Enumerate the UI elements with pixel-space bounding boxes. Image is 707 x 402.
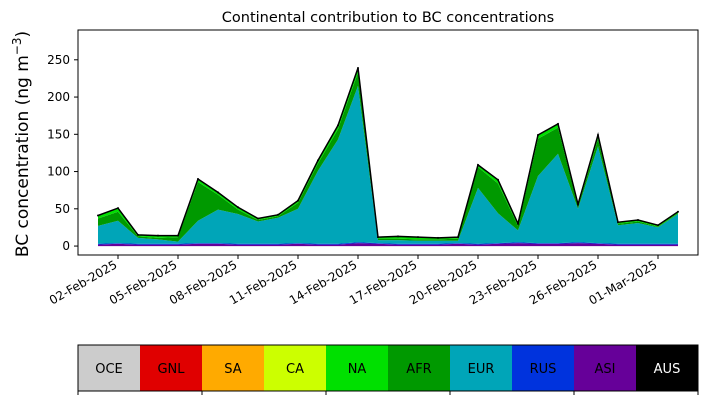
y-tick-label: 150 [47,127,70,141]
total-point [137,233,139,236]
y-axis-label: BC concentration (ng m−3) [10,31,33,257]
y-tick-label: 50 [55,202,70,216]
total-point [397,235,399,238]
total-point [517,222,519,225]
legend-swatch-aus [636,345,698,391]
total-point [117,207,119,210]
legend-swatch-sa [202,345,264,391]
total-point [197,178,199,180]
total-point [297,199,299,202]
legend-colorbar: OCE GNL SA CA NA AFR EUR RUS ASI AUS [77,344,699,395]
total-point [677,210,679,213]
total-point [437,236,439,239]
legend-swatch-na [326,345,388,391]
series-area-eur [98,85,678,244]
total-point [217,191,219,194]
legend-swatch-afr [388,345,450,391]
y-tick-label: 200 [47,90,70,104]
plot-frame [77,29,699,256]
total-point [317,159,319,162]
legend-swatch-asi [574,345,636,391]
legend-label-rus: RUS [530,362,557,377]
y-axis-label-close: ) [13,31,33,38]
total-line [97,67,679,239]
total-point [497,178,499,181]
total-point [577,203,579,206]
y-axis-label-sup: −3 [10,37,24,55]
total-point [597,134,599,136]
y-tick-label: 100 [47,165,70,179]
total-point [377,236,379,239]
total-point [177,234,179,237]
y-axis-label-main: BC concentration (ng m [13,55,33,257]
total-point [357,67,359,69]
legend-label-afr: AFR [406,362,431,377]
series-area-afr [98,72,678,242]
legend-label-asi: ASI [595,362,616,377]
total-point [237,206,239,209]
x-axis-ticks: 02-Feb-202505-Feb-202508-Feb-202511-Feb-… [47,255,660,308]
legend-label-na: NA [348,362,367,377]
x-tick-label: 01-Mar-2025 [586,257,659,307]
chart-title: Continental contribution to BC concentra… [222,10,554,26]
y-axis-ticks: 0 50 100 150 200 250 [47,53,78,253]
total-point [457,236,459,239]
total-point [257,217,259,220]
legend-swatch-gnl [140,345,202,391]
legend-label-aus: AUS [654,362,681,377]
legend-frame [77,344,699,392]
total-point [157,234,159,237]
total-point [617,221,619,224]
total-point [477,163,479,166]
series-area-asi [98,243,678,247]
total-point [637,219,639,221]
legend-label-oce: OCE [95,362,123,377]
series-area-rus [98,242,678,245]
y-tick-label: 250 [47,53,70,67]
legend-label-eur: EUR [468,362,495,377]
total-point [417,236,419,239]
total-point [657,224,659,227]
legend-swatch-eur [450,345,512,391]
total-point [337,124,339,127]
total-point [557,122,559,125]
legend-label-sa: SA [224,362,241,377]
legend-swatch-ca [264,345,326,391]
total-concentration-line [97,67,679,239]
legend-swatch-oce [78,345,140,391]
total-point [277,213,279,216]
legend-swatch-rus [512,345,574,391]
total-point [537,134,539,136]
legend-label-gnl: GNL [157,362,185,377]
y-tick-label: 0 [62,239,70,253]
total-point [97,214,99,217]
legend-label-ca: CA [286,362,304,377]
